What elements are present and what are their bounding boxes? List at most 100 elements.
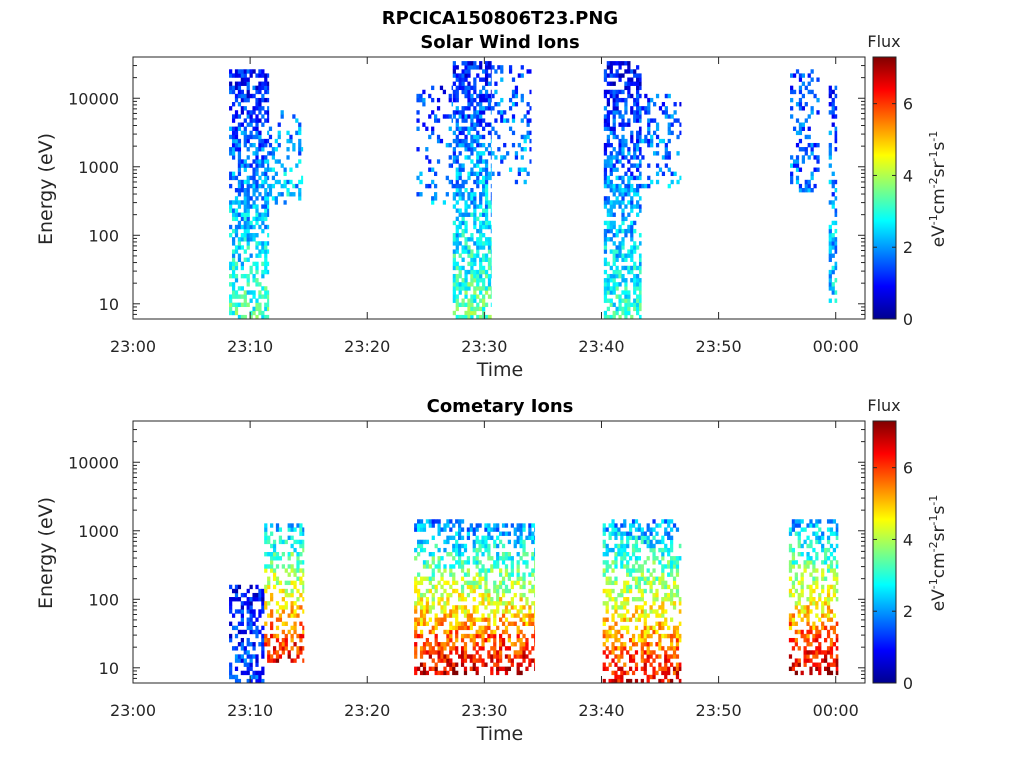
flux-cell bbox=[832, 576, 837, 581]
flux-cell bbox=[678, 678, 682, 684]
flux-cell bbox=[614, 670, 618, 676]
flux-cell bbox=[452, 273, 456, 279]
flux-cell bbox=[475, 552, 479, 557]
flux-cell bbox=[655, 576, 659, 581]
flux-cell bbox=[229, 265, 233, 271]
axes-frame bbox=[132, 420, 866, 684]
flux-cell bbox=[835, 572, 839, 577]
colorbar-tick-label: 0 bbox=[903, 674, 913, 693]
x-tick-label: 23:10 bbox=[227, 701, 273, 720]
flux-cell bbox=[602, 662, 606, 667]
flux-cell bbox=[812, 560, 816, 565]
flux-cell bbox=[473, 138, 477, 144]
flux-cell bbox=[633, 245, 637, 250]
flux-cell bbox=[798, 102, 803, 107]
flux-cell bbox=[623, 547, 627, 553]
flux-cell bbox=[437, 560, 441, 565]
flux-cell bbox=[476, 183, 480, 189]
flux-cell bbox=[504, 531, 509, 536]
flux-cell bbox=[812, 531, 816, 536]
flux-cell bbox=[470, 138, 474, 144]
flux-cell bbox=[638, 282, 642, 287]
flux-cell bbox=[612, 273, 616, 279]
flux-cell bbox=[636, 134, 640, 140]
flux-cell bbox=[243, 629, 247, 635]
flux-cell bbox=[293, 621, 297, 626]
flux-cell bbox=[417, 633, 421, 639]
flux-cell bbox=[464, 106, 468, 111]
flux-cell bbox=[229, 666, 233, 672]
flux-cell bbox=[507, 666, 512, 672]
flux-cell bbox=[673, 102, 677, 107]
flux-cell bbox=[261, 666, 265, 672]
flux-cell bbox=[458, 110, 462, 115]
flux-cell bbox=[623, 552, 627, 557]
flux-cell bbox=[446, 637, 450, 643]
flux-cell bbox=[618, 159, 622, 164]
flux-cell bbox=[472, 666, 476, 672]
flux-cell bbox=[271, 147, 276, 152]
flux-cell bbox=[678, 662, 682, 667]
flux-cell bbox=[264, 97, 268, 103]
flux-cell bbox=[293, 572, 297, 577]
flux-cell bbox=[470, 142, 474, 148]
flux-cell bbox=[231, 138, 236, 144]
flux-cell bbox=[513, 592, 517, 598]
flux-cell bbox=[643, 662, 647, 667]
flux-cell bbox=[484, 171, 489, 177]
flux-cell bbox=[264, 269, 268, 275]
flux-cell bbox=[475, 564, 479, 569]
flux-cell bbox=[243, 294, 247, 299]
flux-cell bbox=[422, 646, 427, 651]
flux-cell bbox=[490, 69, 492, 74]
flux-cell bbox=[626, 650, 630, 655]
flux-cell bbox=[452, 110, 456, 115]
flux-cell bbox=[425, 609, 430, 614]
flux-cell bbox=[264, 245, 268, 250]
flux-cell bbox=[634, 609, 639, 614]
flux-cell bbox=[507, 633, 512, 639]
flux-cell bbox=[455, 265, 459, 271]
flux-cell bbox=[473, 298, 477, 303]
flux-cell bbox=[473, 261, 477, 267]
flux-cell bbox=[508, 65, 513, 70]
flux-cell bbox=[788, 543, 793, 549]
flux-cell bbox=[672, 601, 677, 606]
flux-cell bbox=[417, 552, 421, 557]
flux-cell bbox=[627, 179, 631, 185]
flux-cell bbox=[270, 543, 274, 549]
flux-cell bbox=[425, 601, 430, 606]
flux-cell bbox=[267, 269, 270, 275]
flux-cell bbox=[434, 192, 438, 197]
flux-cell bbox=[818, 662, 822, 667]
flux-cell bbox=[476, 171, 480, 177]
flux-cell bbox=[434, 118, 438, 123]
flux-cell bbox=[231, 674, 236, 680]
flux-cell bbox=[534, 552, 536, 557]
flux-cell bbox=[828, 163, 832, 168]
flux-cell bbox=[640, 642, 644, 647]
flux-cell bbox=[296, 646, 300, 651]
flux-cell bbox=[630, 220, 634, 226]
flux-cell bbox=[252, 118, 256, 123]
flux-cell bbox=[640, 666, 644, 672]
flux-cell bbox=[618, 249, 622, 254]
flux-cell bbox=[267, 138, 270, 144]
flux-cell bbox=[806, 650, 810, 655]
flux-cell bbox=[490, 601, 494, 606]
flux-cell bbox=[523, 134, 527, 140]
flux-cell bbox=[301, 179, 304, 185]
flux-cell bbox=[621, 245, 625, 250]
flux-cell bbox=[246, 621, 250, 626]
flux-cell bbox=[422, 617, 427, 622]
flux-cell bbox=[655, 670, 659, 676]
flux-cell bbox=[494, 89, 498, 95]
flux-cell bbox=[602, 560, 606, 565]
flux-cell bbox=[478, 654, 482, 659]
flux-cell bbox=[243, 224, 247, 230]
flux-cell bbox=[638, 298, 642, 303]
flux-cell bbox=[629, 556, 633, 561]
flux-cell bbox=[608, 633, 612, 639]
flux-cell bbox=[804, 134, 808, 140]
flux-cell bbox=[806, 552, 810, 557]
